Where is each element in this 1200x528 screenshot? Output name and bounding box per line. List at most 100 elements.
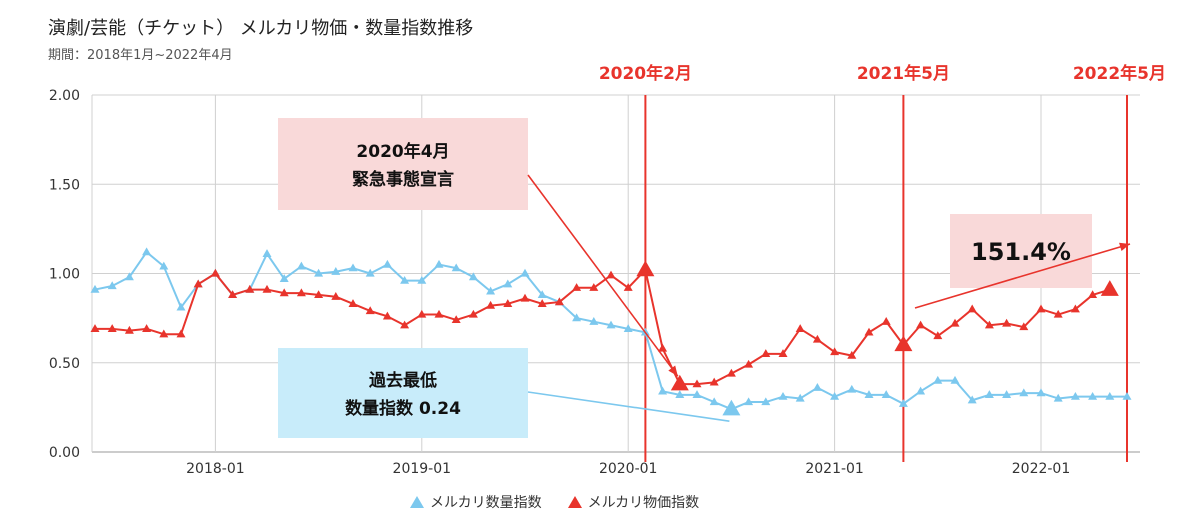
y-tick-label: 0.50	[49, 356, 80, 372]
price-point	[417, 309, 427, 318]
lowest-arrow	[527, 391, 730, 422]
price-point	[296, 288, 306, 297]
price-point	[107, 324, 117, 332]
emergency-callout-line2: 緊急事態宣言	[352, 169, 454, 190]
price-point	[193, 279, 203, 288]
quantity-point	[744, 397, 754, 406]
quantity-point	[400, 275, 410, 284]
quantity-point	[348, 263, 358, 272]
price-point	[314, 290, 324, 299]
quantity-point	[382, 259, 392, 268]
event-label: 2022年5月	[1073, 63, 1166, 84]
price-point	[744, 359, 754, 368]
annotation-arrows	[527, 174, 1131, 422]
event-lines: 2020年2月 2021年5月 2022年5月	[599, 63, 1166, 462]
price-point	[382, 311, 392, 320]
price-point	[795, 324, 805, 332]
quantity-point	[331, 267, 341, 275]
price-point	[90, 324, 100, 332]
y-tick-label: 1.00	[49, 267, 80, 283]
emergency-callout-box	[278, 118, 528, 210]
price-point	[520, 293, 530, 302]
chart-subtitle: 期間：2018年1月~2022年4月	[48, 48, 233, 63]
price-point	[400, 320, 410, 329]
price-point	[1019, 322, 1029, 331]
price-point	[142, 324, 152, 332]
series-lines	[90, 247, 1132, 416]
quantity-point	[812, 383, 822, 391]
y-tick-label: 1.50	[49, 177, 80, 193]
triangle-icon	[567, 496, 582, 508]
price-highlight-marker	[636, 260, 655, 277]
quantity-point	[950, 375, 960, 384]
y-axis: 0.00 0.50 1.00 1.50 2.00	[49, 88, 80, 461]
price-point	[554, 297, 564, 306]
price-highlight-marker	[670, 374, 689, 391]
price-point	[589, 283, 599, 291]
price-point	[847, 350, 857, 359]
quantity-point	[1088, 391, 1098, 400]
price-point	[228, 290, 238, 299]
quantity-point	[468, 272, 478, 281]
price-point	[503, 299, 513, 307]
quantity-point	[761, 397, 771, 406]
price-point	[967, 304, 977, 313]
quantity-point	[795, 393, 805, 402]
price-point	[984, 320, 994, 329]
x-tick-label: 2019-01	[393, 461, 452, 477]
emergency-arrow	[527, 174, 679, 377]
price-point	[778, 349, 788, 357]
price-point	[950, 318, 960, 327]
legend-item-quantity[interactable]: メルカリ数量指数	[410, 492, 542, 512]
quantity-point	[967, 395, 977, 404]
event-label: 2021年5月	[857, 63, 950, 84]
legend-item-price[interactable]: メルカリ物価指数	[567, 492, 699, 512]
quantity-point	[1053, 393, 1063, 402]
quantity-point	[537, 290, 547, 299]
price-point	[916, 320, 926, 329]
quantity-point	[933, 375, 943, 384]
price-point	[451, 315, 461, 324]
quantity-point	[107, 281, 117, 290]
price-point	[468, 309, 478, 318]
price-point	[1036, 304, 1046, 313]
triangle-icon	[410, 496, 424, 508]
quantity-point	[124, 272, 134, 281]
quantity-point	[984, 390, 994, 399]
quantity-point	[1105, 391, 1115, 400]
quantity-point	[847, 384, 857, 393]
quantity-point	[1002, 390, 1012, 399]
quantity-point	[589, 316, 599, 325]
legend: メルカリ数量指数 メルカリ物価指数	[410, 492, 725, 512]
price-point	[279, 288, 289, 297]
emergency-arrow-head	[668, 365, 678, 377]
quantity-point	[262, 249, 272, 257]
quantity-point	[296, 261, 306, 270]
quantity-point	[864, 390, 874, 399]
quantity-point	[279, 274, 289, 282]
price-point	[606, 270, 616, 279]
price-point	[176, 329, 186, 338]
price-point	[1070, 304, 1080, 313]
price-point	[434, 309, 444, 318]
price-series-line	[95, 268, 1111, 386]
x-tick-label: 2018-01	[186, 461, 245, 477]
y-tick-label: 0.00	[49, 445, 80, 461]
price-point	[692, 379, 702, 388]
x-tick-label: 2020-01	[599, 461, 658, 477]
quantity-point	[520, 268, 530, 277]
quantity-point	[623, 324, 633, 332]
price-point	[658, 343, 668, 352]
quantity-point	[692, 390, 702, 399]
quantity-point	[417, 275, 427, 284]
quantity-point	[159, 261, 169, 270]
quantity-point	[1070, 391, 1080, 400]
quantity-point	[606, 320, 616, 329]
price-point	[881, 316, 891, 325]
x-axis: 2018-01 2019-01 2020-01 2021-01 2022-01	[186, 461, 1070, 477]
price-point	[331, 292, 341, 300]
emergency-callout-line1: 2020年4月	[356, 141, 449, 162]
x-tick-label: 2021-01	[805, 461, 864, 477]
price-point	[1053, 309, 1063, 318]
price-point	[812, 334, 822, 343]
